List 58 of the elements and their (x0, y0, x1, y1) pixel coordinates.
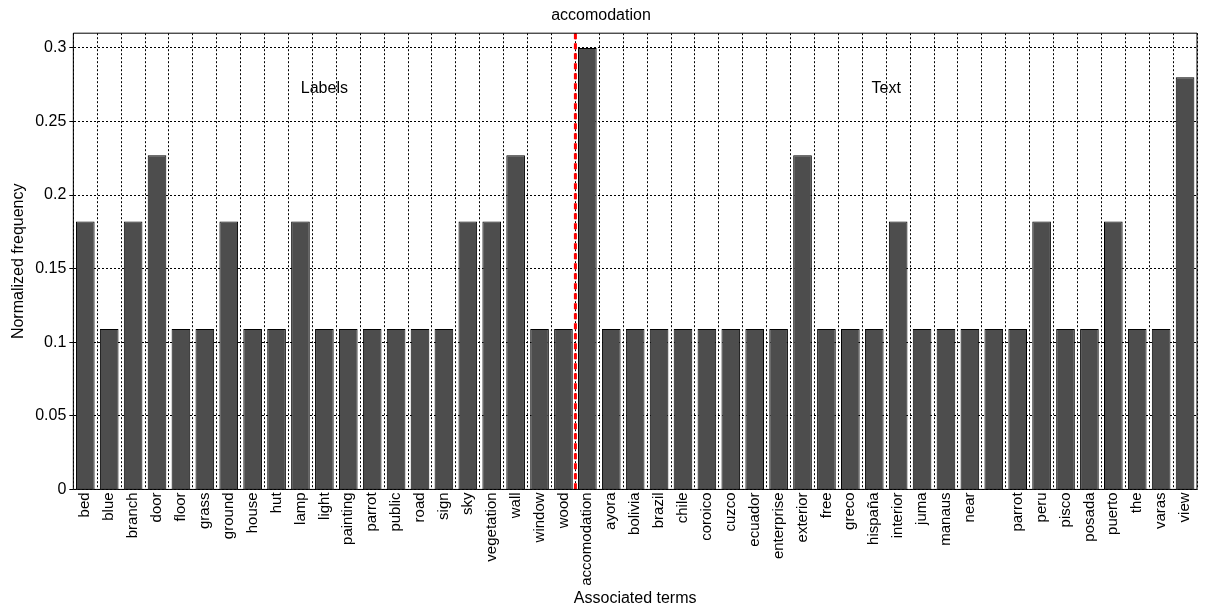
x-tick-label: greco (840, 492, 858, 530)
x-tick-label: the (1127, 492, 1145, 514)
x-tick-label: branch (123, 492, 141, 539)
x-tick-label: hispaña (864, 491, 882, 545)
x-tick-label: wall (505, 492, 523, 520)
x-tick-label: pisco (1055, 492, 1073, 528)
x-tick-label: hut (266, 491, 284, 514)
y-tick-label: 0.1 (44, 332, 67, 350)
x-tick-label: house (242, 492, 260, 534)
annotation: Text (871, 79, 902, 97)
x-tick-label: chile (673, 492, 691, 524)
x-tick-label: free (816, 492, 834, 519)
x-tick-label: posada (1079, 491, 1097, 542)
chart-title: accomodation (551, 6, 651, 24)
x-tick-label: floor (171, 492, 189, 522)
x-tick-label: manaus (936, 492, 954, 546)
x-tick-label: painting (338, 492, 356, 545)
y-tick-label: 0 (57, 479, 67, 497)
x-axis-title: Associated terms (573, 588, 697, 606)
y-tick-label: 0.3 (44, 38, 67, 56)
x-tick-label: door (147, 492, 165, 523)
x-tick-label: ecuador (744, 492, 762, 547)
x-tick-label: ground (218, 492, 236, 540)
y-tick-label: 0.25 (35, 111, 67, 129)
x-tick-label: puerto (1103, 492, 1121, 535)
x-tick-label: peru (1031, 492, 1049, 523)
x-tick-label: grass (194, 492, 212, 530)
x-tick-label: varas (1151, 492, 1169, 530)
x-tick-label: vegetation (481, 492, 499, 562)
x-tick-label: wood (553, 492, 571, 530)
x-tick-label: exterior (792, 492, 810, 543)
x-tick-label: ayora (601, 491, 619, 530)
x-tick-label: bed (75, 492, 93, 518)
x-tick-label: window (529, 492, 547, 544)
x-tick-label: public (386, 491, 404, 532)
x-tick-label: brazil (649, 492, 667, 529)
annotation: Labels (300, 79, 348, 97)
x-tick-label: enterprise (768, 492, 786, 560)
x-tick-label: light (314, 491, 332, 520)
y-tick-label: 0.2 (44, 185, 67, 203)
x-tick-label: sign (434, 492, 452, 520)
y-tick-label: 0.15 (35, 259, 67, 277)
x-tick-label: bolivia (625, 491, 643, 535)
x-tick-label: view (1175, 492, 1193, 523)
y-axis-title: Normalized frequency (9, 183, 27, 340)
x-tick-label: sky (457, 491, 475, 515)
x-tick-label: parrot (362, 491, 380, 532)
x-tick-label: cuzco (720, 492, 738, 532)
x-tick-label: juma (912, 491, 930, 526)
x-tick-label: interior (888, 492, 906, 539)
x-tick-label: coroico (697, 492, 715, 541)
x-tick-label: road (410, 492, 428, 523)
y-tick-label: 0.05 (35, 406, 67, 424)
x-tick-label: parrot (1007, 491, 1025, 532)
x-tick-label: lamp (290, 492, 308, 525)
x-tick-label: accomodation (577, 492, 595, 586)
x-tick-label: near (960, 492, 978, 523)
x-tick-label: blue (99, 492, 117, 521)
